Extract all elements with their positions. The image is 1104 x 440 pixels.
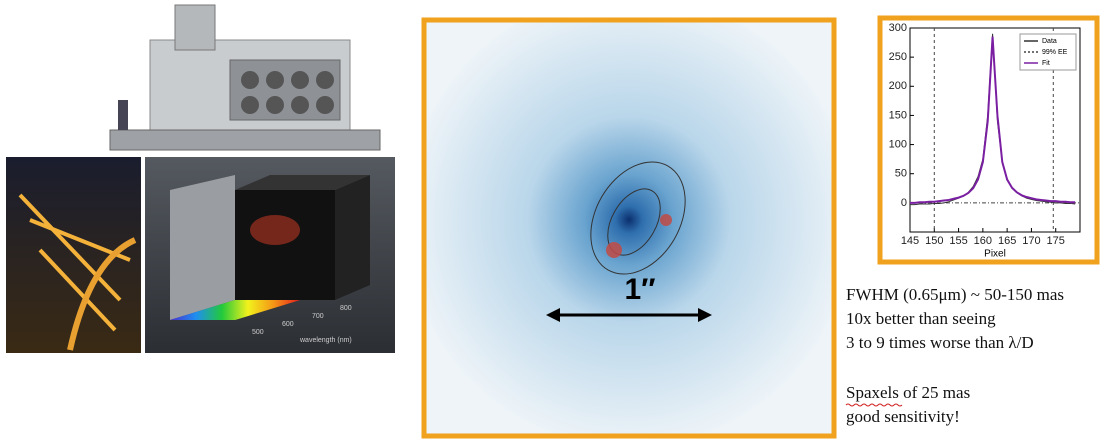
cube-tick: 600	[282, 321, 294, 328]
x-axis-title: Pixel	[984, 249, 1006, 260]
x-tick-label: 175	[1047, 235, 1065, 247]
y-tick-label: 0	[901, 197, 907, 209]
notes: FWHM (0.65μm) ~ 50-150 mas 10x better th…	[845, 285, 1064, 426]
series-line	[910, 33, 1076, 206]
x-tick-label: 160	[974, 235, 992, 247]
y-tick-label: 150	[889, 109, 907, 121]
y-tick-label: 100	[889, 138, 907, 150]
x-tick-label: 150	[925, 235, 943, 247]
instrument-render	[109, 4, 381, 151]
cube-tick: 500	[252, 329, 264, 336]
telescope-photo	[6, 157, 141, 353]
fit-chart: 0 50 100 150 200 250 300 145 150 155 160 165 170 175 P…	[889, 22, 1081, 260]
x-tick-label: 145	[901, 235, 919, 247]
note: 10x better than seeing	[846, 309, 996, 328]
legend-label: Data	[1042, 38, 1057, 45]
y-tick-label: 300	[889, 22, 907, 34]
cube-tick: 700	[312, 313, 324, 320]
y-tick-label: 200	[889, 80, 907, 92]
psf-image: 1″	[421, 17, 837, 439]
legend-label: Fit	[1042, 60, 1050, 67]
cube-axis-title: wavelength (nm)	[299, 337, 352, 344]
x-tick-label: 170	[1022, 235, 1040, 247]
note: Spaxels of 25 mas	[846, 383, 970, 402]
note: good sensitivity!	[846, 407, 960, 426]
x-tick-label: 155	[949, 235, 967, 247]
data-cube: 500 600 700 800 wavelength (nm)	[145, 157, 395, 353]
legend-label: 99% EE	[1042, 49, 1068, 56]
x-tick-label: 165	[998, 235, 1016, 247]
y-tick-label: 50	[895, 168, 907, 180]
scale-label: 1″	[624, 273, 655, 306]
note: 3 to 9 times worse than λ/D	[846, 333, 1034, 352]
note: FWHM (0.65μm) ~ 50-150 mas	[846, 285, 1064, 304]
y-tick-label: 250	[889, 51, 907, 63]
cube-tick: 800	[340, 305, 352, 312]
series-line	[910, 36, 1076, 204]
